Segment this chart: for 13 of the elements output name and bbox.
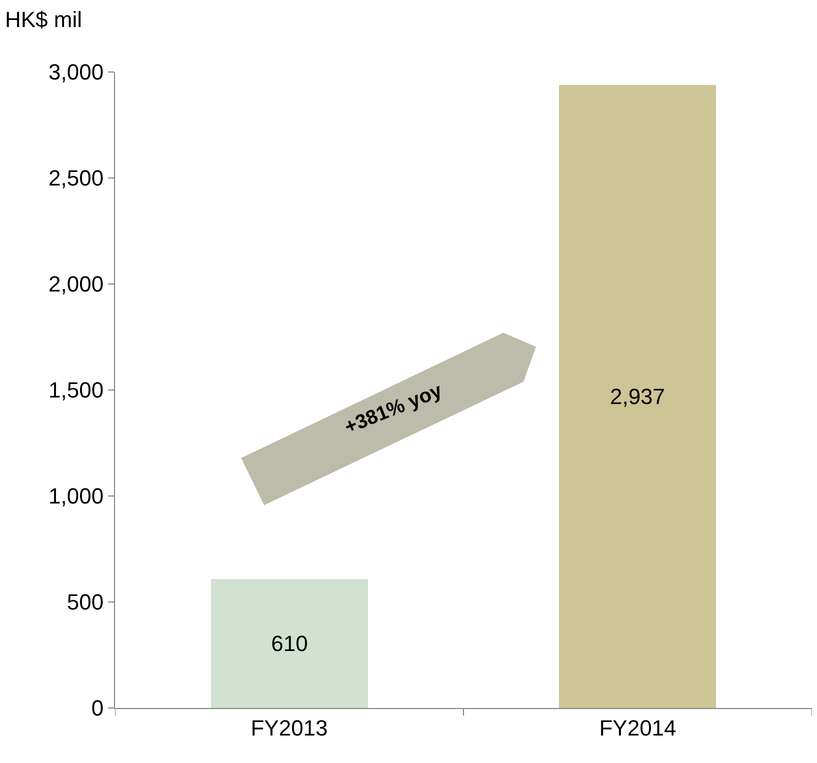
y-tick-label: 0 xyxy=(91,696,104,721)
y-tick-label: 3,000 xyxy=(48,60,104,85)
y-tick-label: 2,000 xyxy=(48,272,104,297)
data-label: 2,937 xyxy=(610,384,666,409)
data-label: 610 xyxy=(271,631,308,656)
y-axis-title: HK$ mil xyxy=(5,7,82,32)
y-tick-label: 1,000 xyxy=(48,484,104,509)
y-tick-label: 1,500 xyxy=(48,378,104,403)
x-tick-label: FY2014 xyxy=(599,715,676,740)
annotation: +381% yoy xyxy=(342,379,446,439)
y-tick-label: 2,500 xyxy=(48,166,104,191)
y-tick-label: 500 xyxy=(66,590,104,615)
x-tick-label: FY2013 xyxy=(250,715,328,740)
